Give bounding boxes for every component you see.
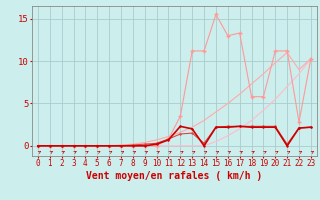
X-axis label: Vent moyen/en rafales ( km/h ): Vent moyen/en rafales ( km/h ) xyxy=(86,171,262,181)
